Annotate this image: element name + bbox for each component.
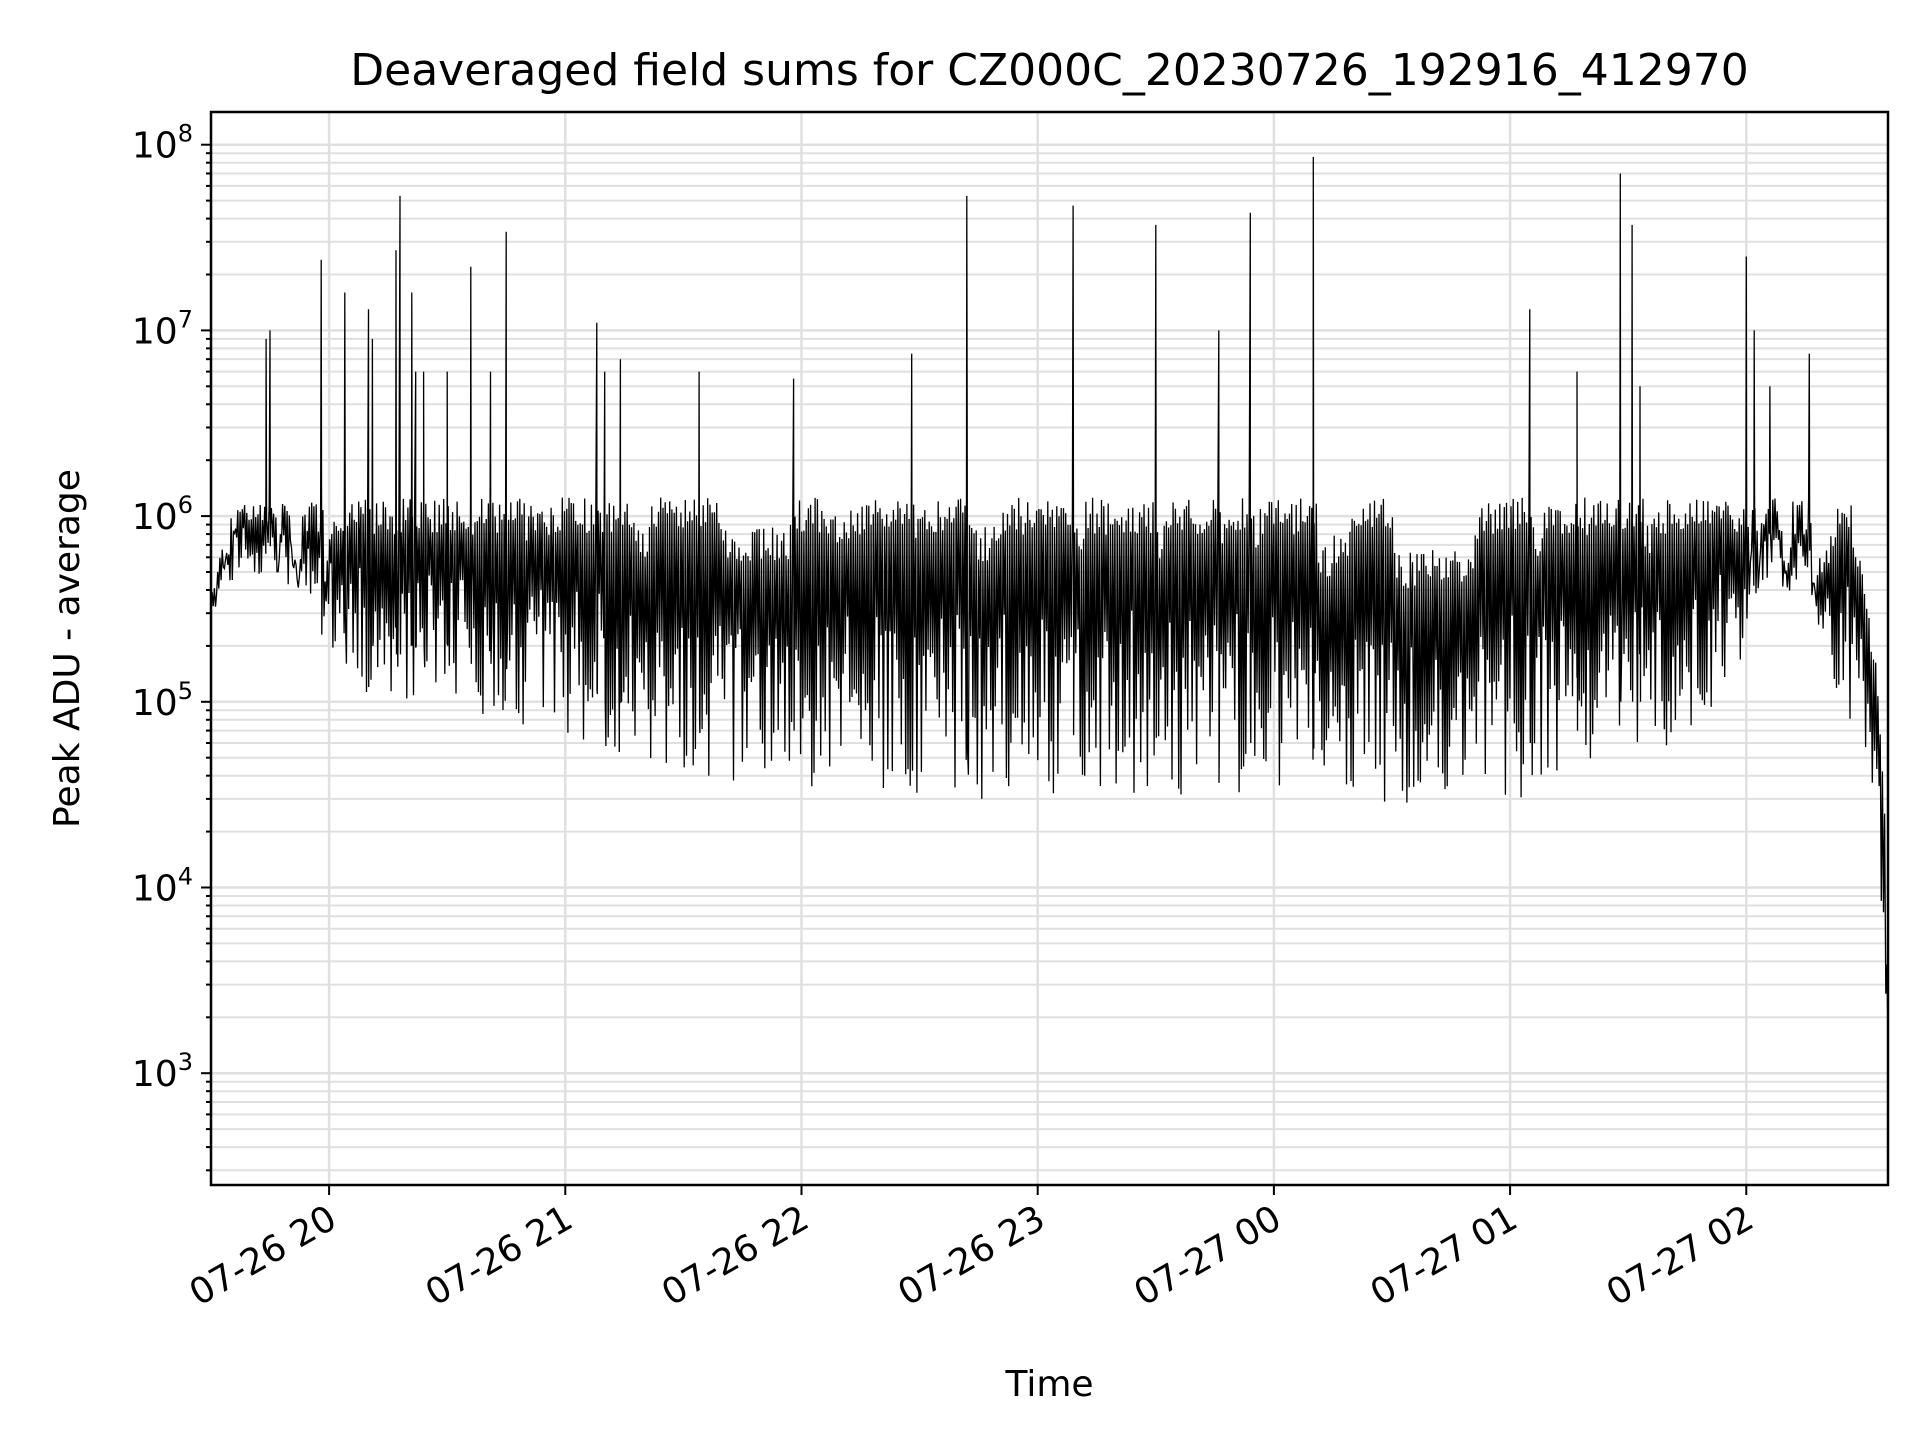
y-tick-label: 107	[132, 305, 193, 352]
x-tick-label: 07-26 23	[891, 1198, 1052, 1314]
x-axis-label: Time	[1004, 1364, 1093, 1405]
y-tick-label: 105	[132, 677, 193, 724]
x-tick-label: 07-27 00	[1128, 1198, 1289, 1314]
x-tick-label: 07-26 22	[655, 1198, 816, 1314]
axes-frame	[209, 110, 1890, 1187]
y-axis-label: Peak ADU - average	[47, 469, 88, 828]
y-tick-label: 106	[132, 491, 193, 538]
x-tick-label: 07-27 01	[1364, 1198, 1525, 1314]
data-layer	[210, 156, 1889, 1036]
y-tick-label: 108	[132, 120, 193, 167]
series-line	[210, 156, 1889, 1036]
x-tick-label: 07-26 21	[419, 1198, 580, 1314]
y-tick-label: 104	[132, 862, 193, 909]
y-tick-label: 103	[132, 1048, 193, 1095]
x-tick-label: 07-27 02	[1600, 1198, 1761, 1314]
chart-title: Deaveraged field sums for CZ000C_2023072…	[350, 45, 1748, 96]
x-tick-label: 07-26 20	[183, 1198, 344, 1314]
